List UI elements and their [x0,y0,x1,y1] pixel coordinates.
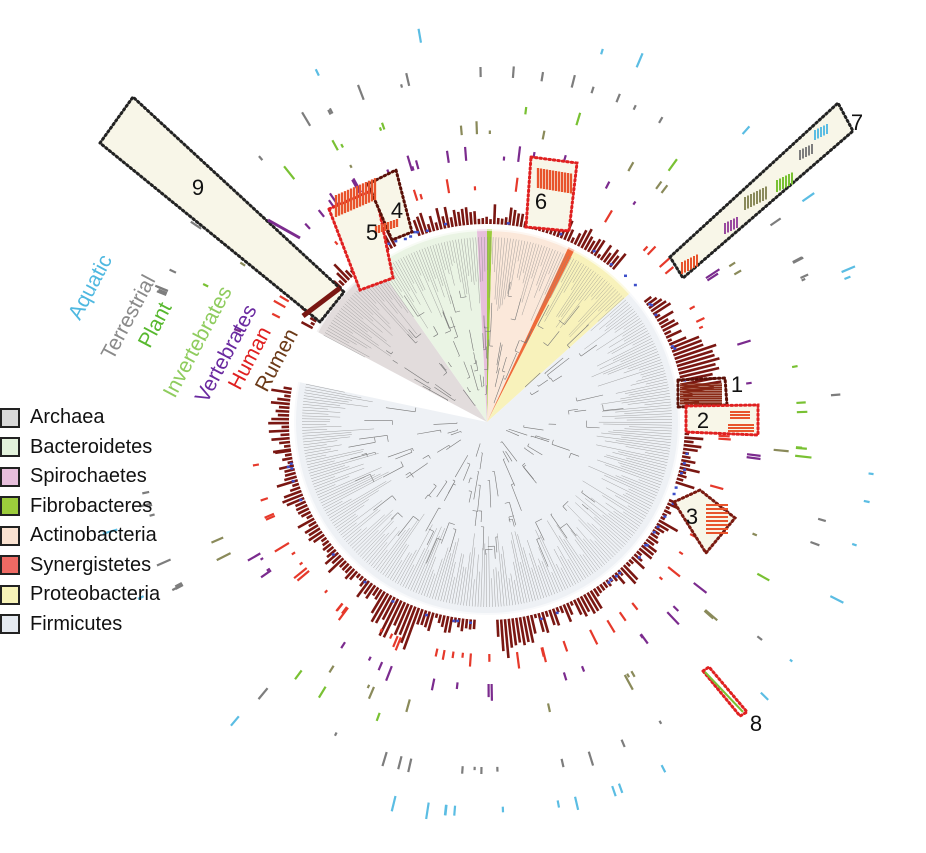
clade-wedge-actinobacteria [487,229,569,422]
highlight-box-number: 7 [851,110,863,135]
legend-item-firmicutes: Firmicutes [0,610,160,640]
highlight-box-number: 2 [697,408,709,433]
legend-swatch [0,496,20,517]
legend-item-fibrobacteres: Fibrobacteres [0,492,160,522]
legend-swatch [0,584,20,605]
clade-wedge-spirochaetes [476,229,487,422]
highlight-box-number: 1 [731,372,743,397]
legend-label: Firmicutes [30,612,123,635]
highlight-box-number: 3 [686,504,698,529]
legend-item-synergistetes: Synergistetes [0,551,160,581]
legend-item-actinobacteria: Actinobacteria [0,521,160,551]
phylum-legend: Archaea Bacteroidetes Spirochaetes Fibro… [0,403,160,639]
legend-item-archaea: Archaea [0,403,160,433]
habitat-rings [102,28,874,820]
legend-label: Fibrobacteres [30,494,153,517]
legend-label: Synergistetes [30,553,152,576]
legend-swatch [0,407,20,428]
legend-swatch [0,437,20,458]
highlight-box-number: 6 [535,189,547,214]
legend-item-proteobacteria: Proteobacteria [0,580,160,610]
clade-wedge-fibrobacteres [487,229,493,422]
legend-label: Bacteroidetes [30,435,153,458]
highlight-boxes: 12 3 45 6 7 8 9 [97,94,863,736]
legend-swatch [0,466,20,487]
tree-branches [301,236,673,608]
clade-wedge-archaea [316,263,487,422]
highlight-box-number: 5 [366,220,378,245]
clade-wedge-synergistetes [487,247,575,422]
legend-item-spirochaetes: Spirochaetes [0,462,160,492]
highlight-box-number: 9 [192,175,204,200]
legend-label: Spirochaetes [30,465,147,488]
legend-label: Proteobacteria [30,583,161,606]
clade-wedge-proteobacteria [487,250,631,422]
legend-swatch [0,614,20,635]
legend-label: Actinobacteria [30,524,157,547]
highlight-box-number: 4 [391,198,403,223]
legend-label: Archaea [30,406,105,429]
legend-item-bacteroidetes: Bacteroidetes [0,433,160,463]
clade-wedge-bacteroidetes [376,229,487,422]
legend-swatch [0,555,20,576]
highlight-box-number: 8 [750,711,762,736]
legend-swatch [0,525,20,546]
